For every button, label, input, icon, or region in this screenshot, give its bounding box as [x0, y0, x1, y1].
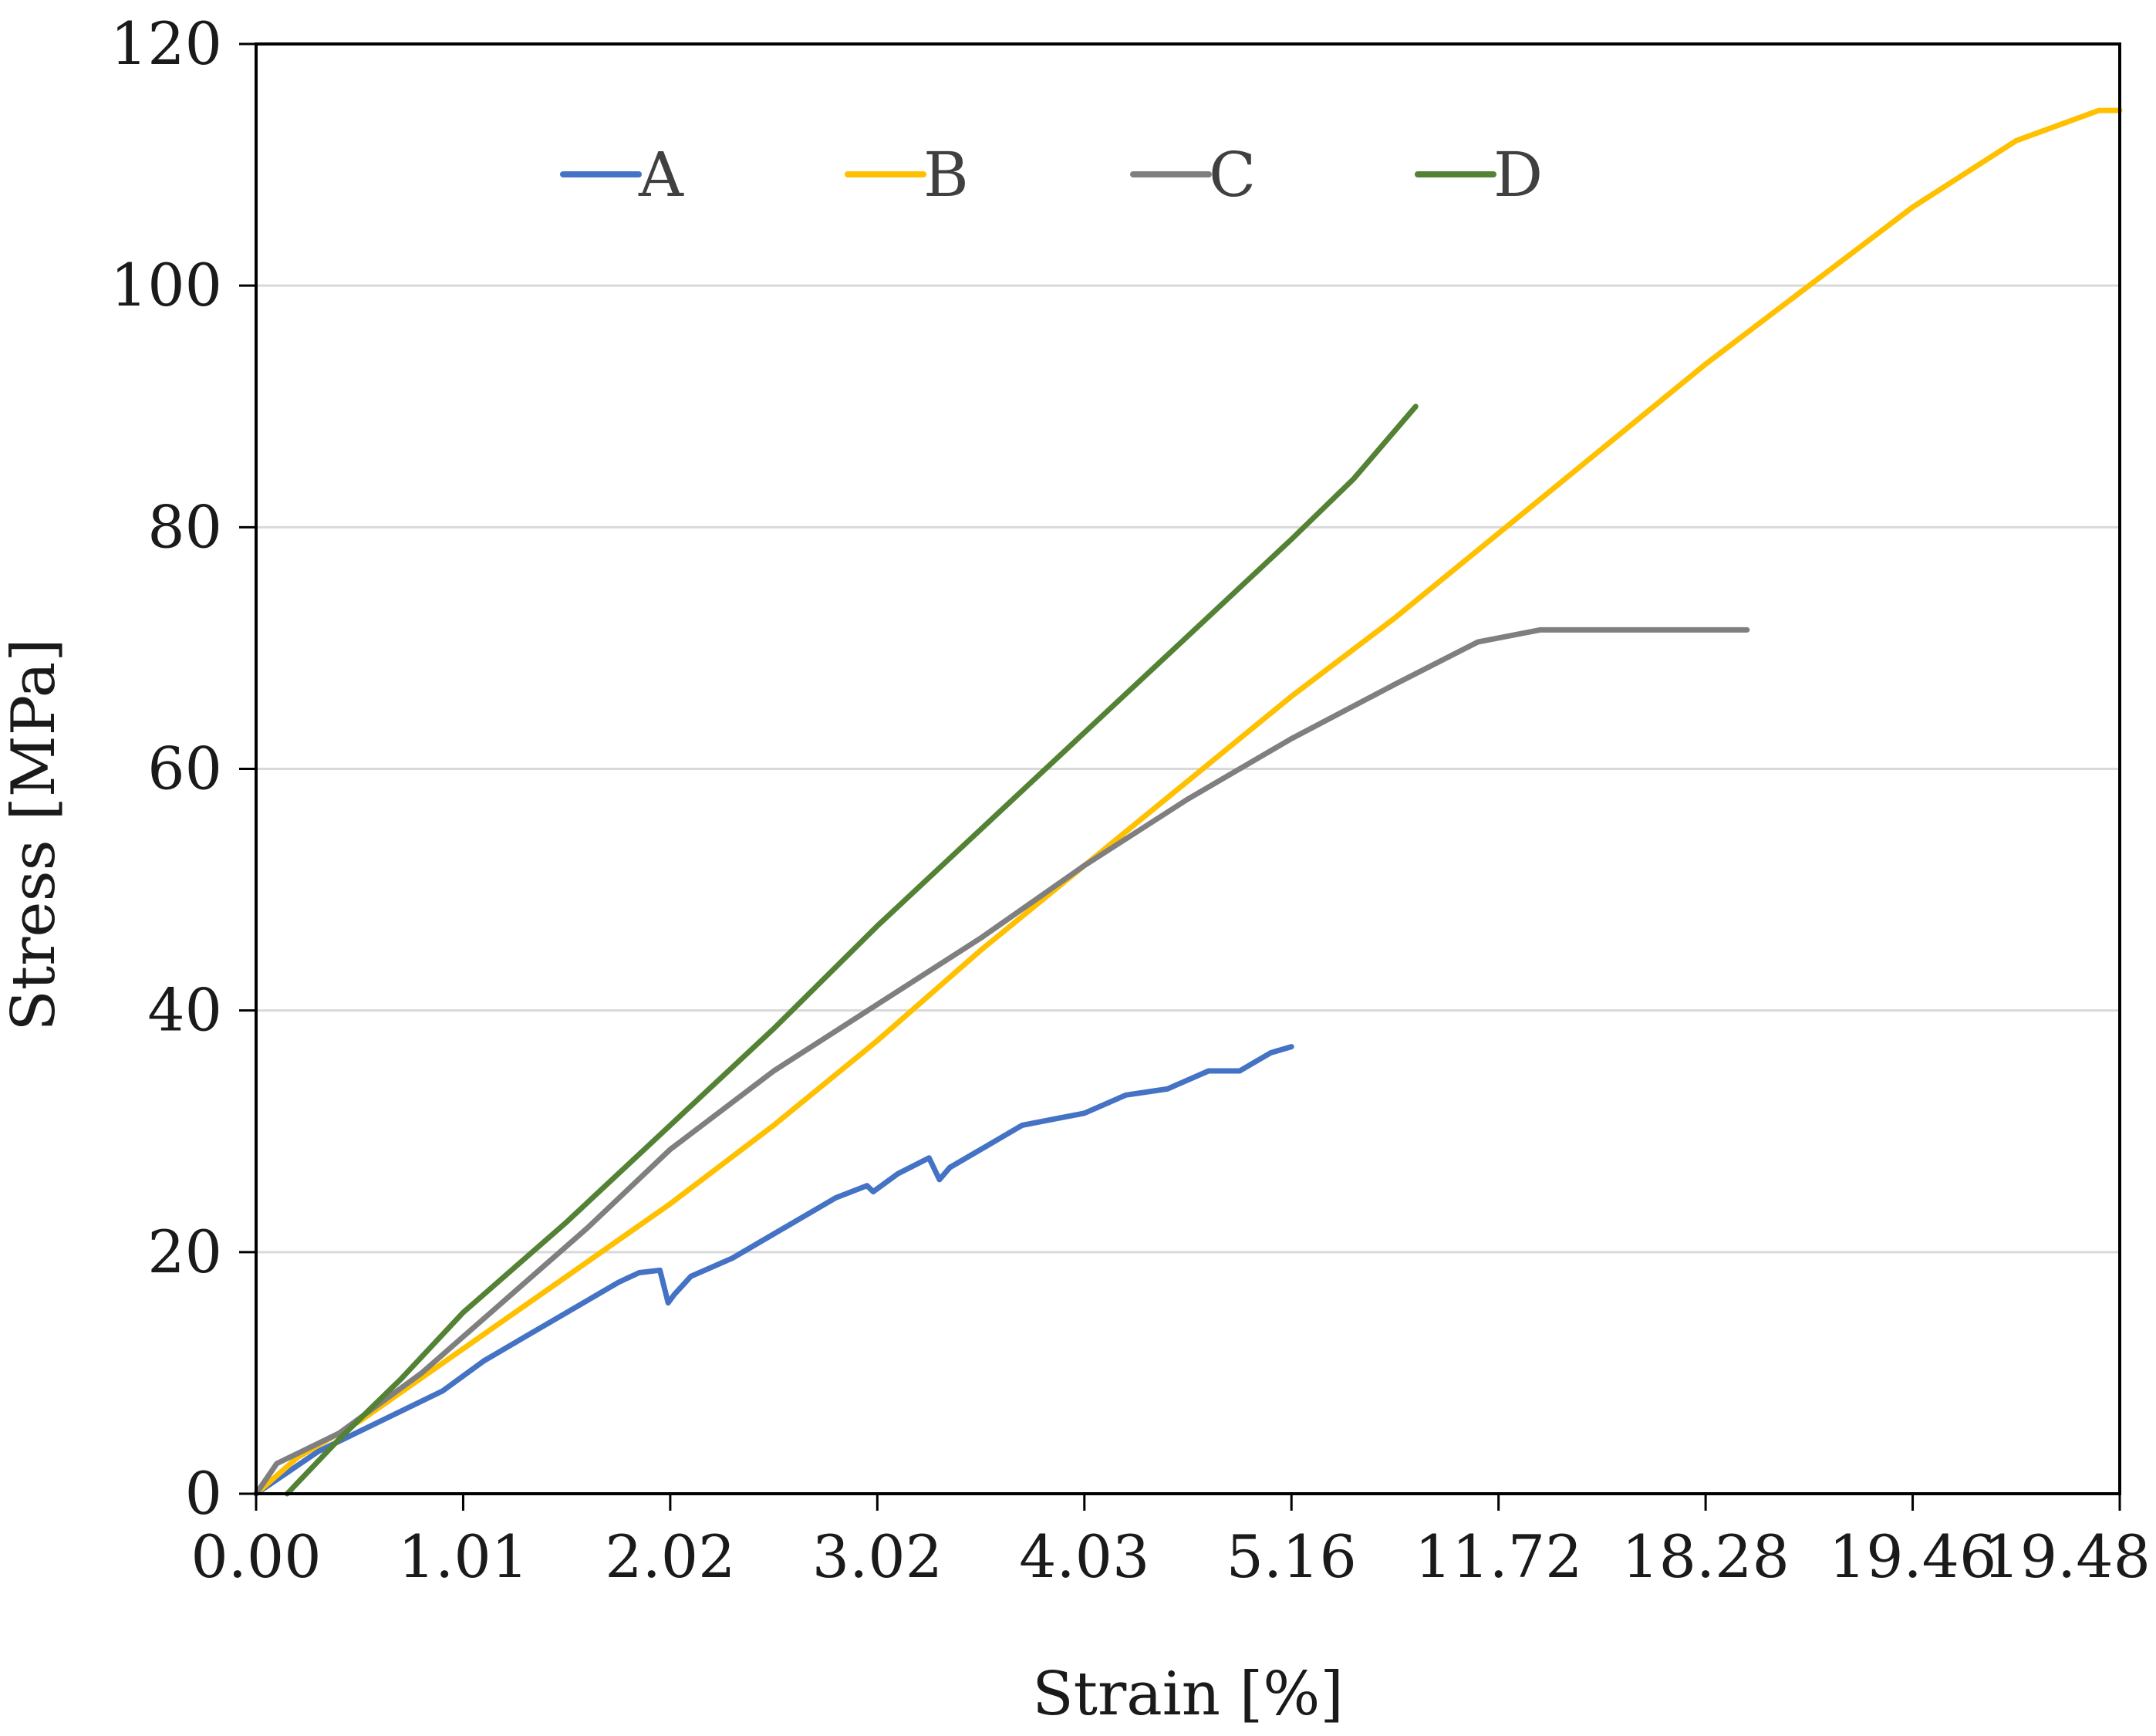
x-tick-label: 5.16 — [1226, 1522, 1357, 1591]
legend-label-c: C — [1209, 139, 1256, 211]
y-tick-label: 80 — [147, 492, 222, 561]
x-tick-label: 19.48 — [1982, 1522, 2151, 1591]
legend-label-d: D — [1493, 139, 1543, 211]
x-tick-label: 11.72 — [1415, 1522, 1583, 1591]
legend-label-a: A — [638, 139, 684, 211]
axes — [239, 42, 2121, 1511]
x-tick-label: 4.03 — [1019, 1522, 1149, 1591]
series-line-b — [253, 107, 2123, 1497]
legend-label-b: B — [923, 139, 969, 211]
x-axis-title: Strain [%] — [1032, 1660, 1344, 1729]
y-tick-label: 100 — [110, 251, 222, 319]
legend: A B C D — [560, 139, 1543, 211]
x-tick-label: 1.01 — [398, 1522, 528, 1591]
y-tick-label: 120 — [110, 9, 222, 78]
y-axis-title: Stress [MPa] — [0, 638, 69, 1031]
y-tick-label: 60 — [147, 735, 222, 803]
gridlines — [256, 284, 2120, 1254]
y-tick-label: 40 — [147, 976, 222, 1045]
y-tick-labels: 0 20 40 60 80 100 120 — [110, 9, 222, 1528]
x-tick-label: 0.00 — [191, 1522, 321, 1591]
series-line-a — [253, 1044, 1294, 1497]
x-tick-label: 19.46 — [1829, 1522, 1997, 1591]
x-tick-label: 2.02 — [605, 1522, 735, 1591]
y-tick-label: 20 — [147, 1218, 222, 1286]
x-tick-labels: 0.00 1.01 2.02 3.02 4.03 5.16 11.72 18.28 19.461… — [191, 1522, 2151, 1591]
plot-series — [253, 107, 2123, 1497]
series-line-c — [253, 627, 1750, 1497]
x-tick-label: 18.28 — [1621, 1522, 1790, 1591]
x-tick-label: 3.02 — [812, 1522, 943, 1591]
y-tick-label: 0 — [185, 1459, 222, 1528]
series-line-d — [284, 404, 1419, 1497]
